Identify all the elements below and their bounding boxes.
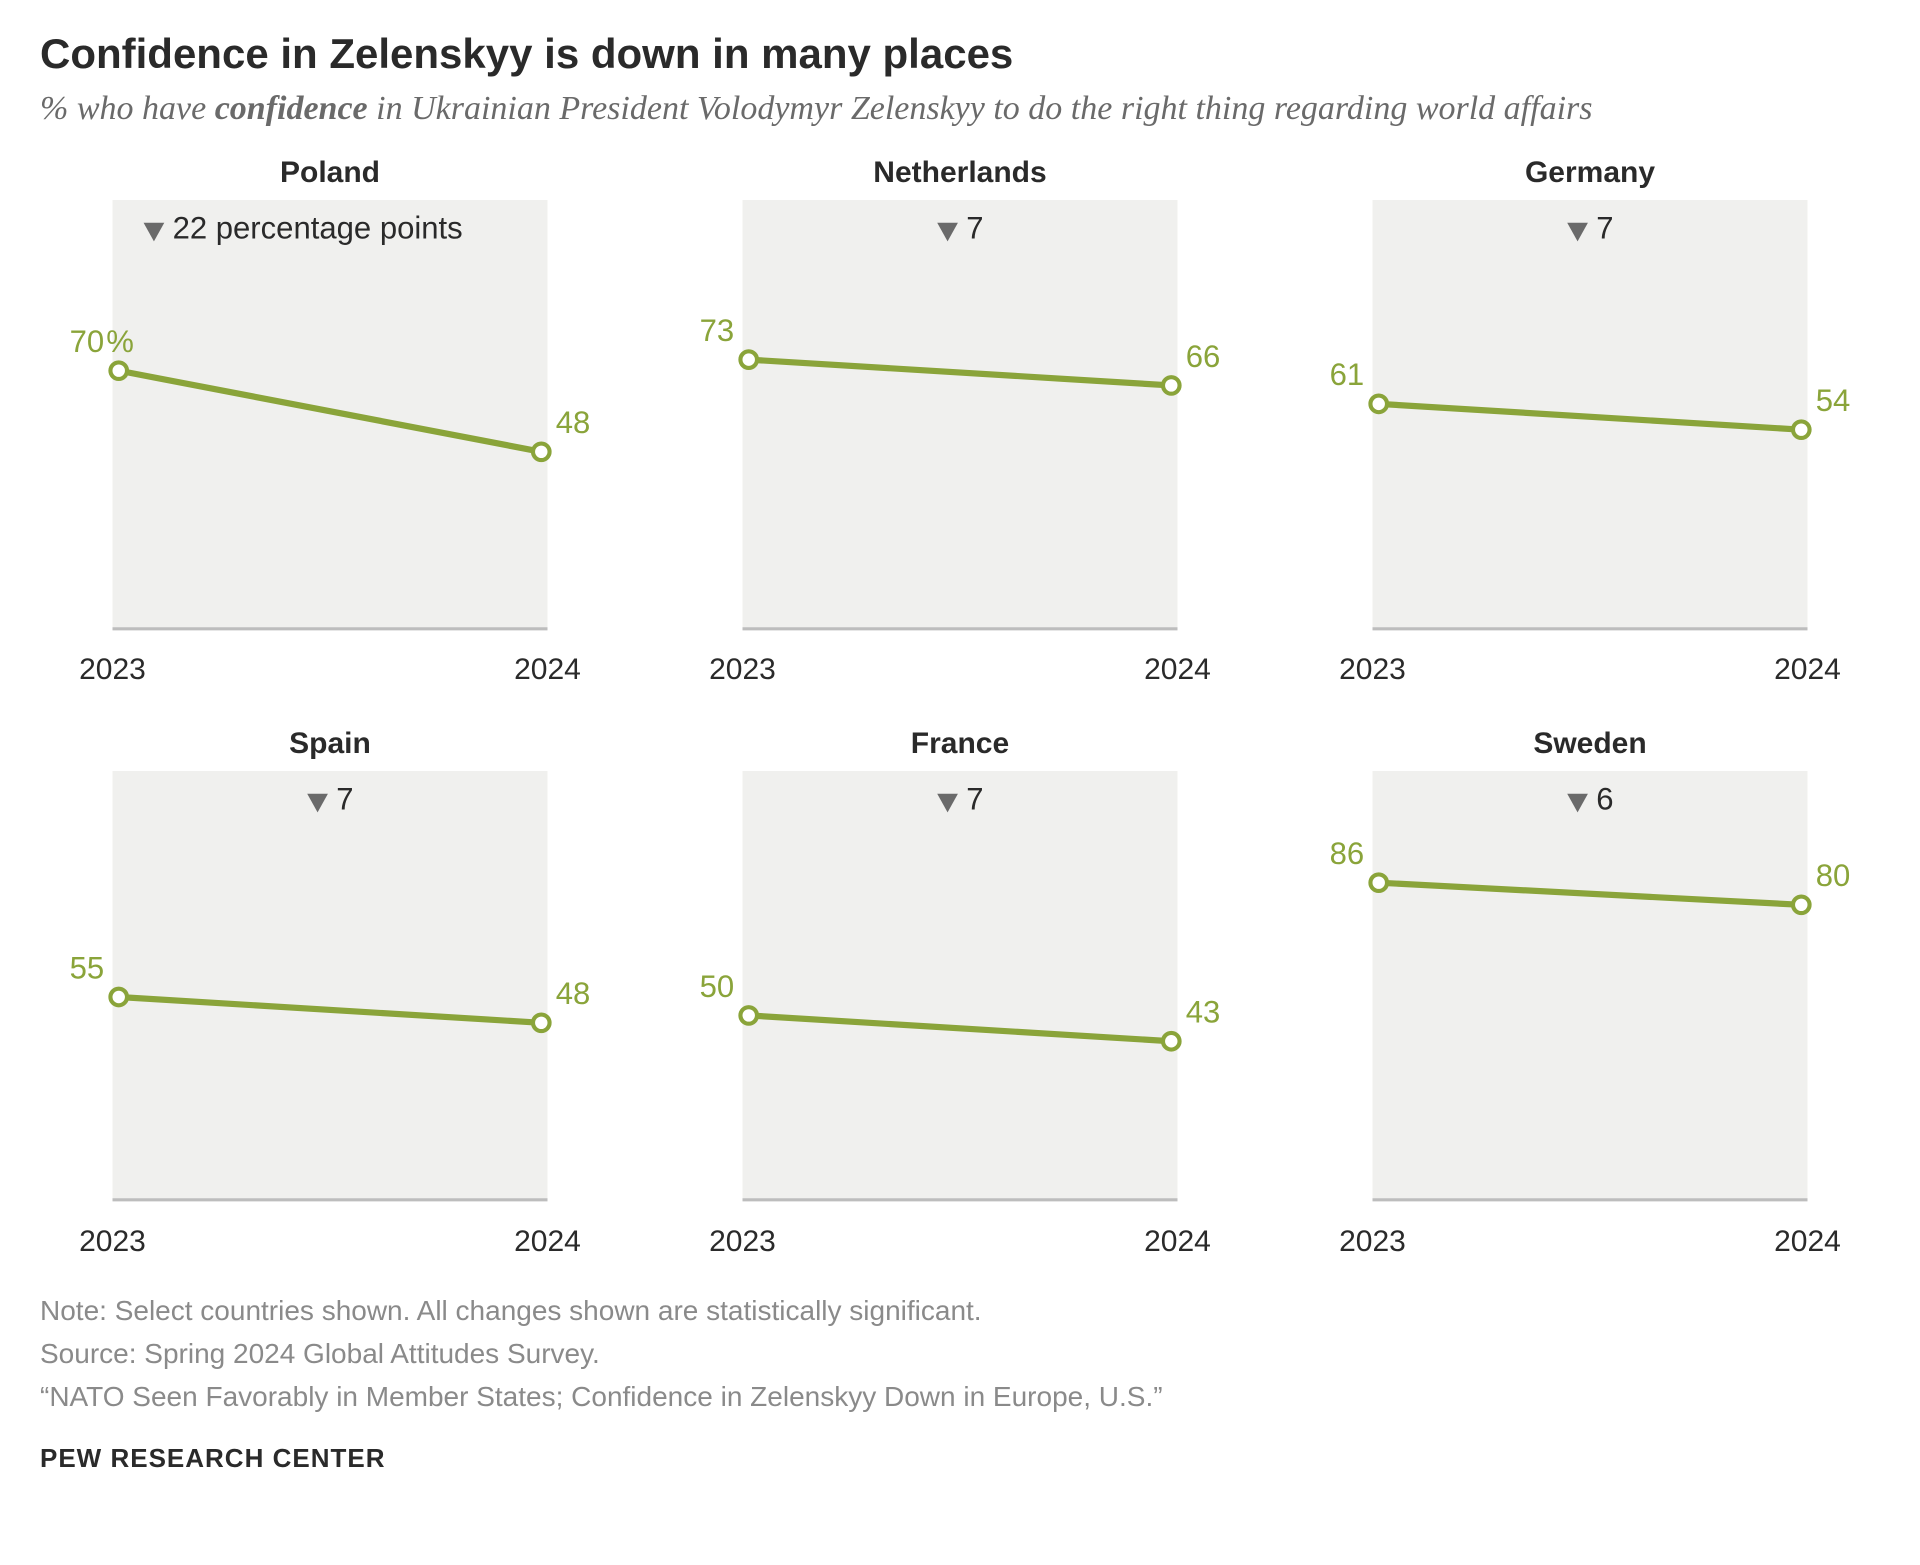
panel-title: Spain: [40, 727, 620, 761]
delta-label: 6: [1596, 782, 1613, 817]
x-axis-labels: 2023 2024: [1300, 653, 1880, 687]
note-line: “NATO Seen Favorably in Member States; C…: [40, 1375, 1880, 1418]
x-tick-label: 2024: [514, 1225, 581, 1259]
plot-area: 7 55 48: [40, 771, 620, 1216]
line-chart: 22 percentage points 70% 48: [40, 200, 620, 645]
line-chart: 7 50 43: [670, 771, 1250, 1216]
value-label-2024: 80: [1816, 859, 1851, 894]
chart-subtitle: % who have confidence in Ukrainian Presi…: [40, 90, 1880, 128]
marker-2024: [1163, 1033, 1180, 1050]
subtitle-bold: confidence: [215, 90, 368, 127]
x-tick-label: 2023: [1339, 653, 1406, 687]
x-tick-label: 2023: [709, 653, 776, 687]
line-chart: 7 55 48: [40, 771, 620, 1216]
x-tick-label: 2024: [1144, 1225, 1211, 1259]
chart-panel: Sweden 6 86 80 2023 2024: [1300, 727, 1880, 1258]
line-chart: 7 73 66: [670, 200, 1250, 645]
plot-background: [743, 771, 1178, 1200]
panel-title: Netherlands: [670, 156, 1250, 190]
panel-title: Germany: [1300, 156, 1880, 190]
x-axis-labels: 2023 2024: [40, 1225, 620, 1259]
value-label-2024: 66: [1186, 339, 1221, 374]
subtitle-post: in Ukrainian President Volodymyr Zelensk…: [368, 90, 1593, 127]
x-axis-labels: 2023 2024: [670, 1225, 1250, 1259]
marker-2024: [1793, 897, 1810, 914]
marker-2023: [740, 351, 757, 368]
plot-background: [743, 200, 1178, 629]
delta-label: 22 percentage points: [173, 210, 463, 245]
plot-area: 7 61 54: [1300, 200, 1880, 645]
value-label-2023: 50: [700, 969, 735, 1004]
marker-2023: [1370, 875, 1387, 892]
x-tick-label: 2024: [1144, 653, 1211, 687]
value-label-2023: 86: [1330, 836, 1365, 871]
attribution: PEW RESEARCH CENTER: [40, 1443, 1880, 1474]
footnotes: Note: Select countries shown. All change…: [40, 1289, 1880, 1419]
chart-panel: Spain 7 55 48 2023 2024: [40, 727, 620, 1258]
line-chart: 7 61 54: [1300, 200, 1880, 645]
value-label-2023: 73: [700, 313, 735, 348]
value-label-2024: 43: [1186, 995, 1221, 1030]
panel-title: Poland: [40, 156, 620, 190]
delta-label: 7: [966, 782, 983, 817]
value-label-2024: 48: [556, 405, 591, 440]
chart-panel: Netherlands 7 73 66 2023 2024: [670, 156, 1250, 687]
delta-label: 7: [1596, 210, 1613, 245]
value-label-2024: 48: [556, 976, 591, 1011]
marker-2024: [533, 1015, 550, 1032]
panel-title: Sweden: [1300, 727, 1880, 761]
marker-2023: [110, 989, 127, 1006]
subtitle-pre: % who have: [40, 90, 215, 127]
plot-area: 22 percentage points 70% 48: [40, 200, 620, 645]
value-label-2023: 70: [70, 324, 105, 359]
chart-panel: Germany 7 61 54 2023 2024: [1300, 156, 1880, 687]
marker-2023: [1370, 396, 1387, 413]
chart-panel: France 7 50 43 2023 2024: [670, 727, 1250, 1258]
chart-panel: Poland 22 percentage points 70% 48 2023 2024: [40, 156, 620, 687]
chart-title: Confidence in Zelenskyy is down in many …: [40, 30, 1880, 78]
x-axis-labels: 2023 2024: [40, 653, 620, 687]
note-line: Note: Select countries shown. All change…: [40, 1289, 1880, 1332]
x-tick-label: 2023: [79, 1225, 146, 1259]
plot-area: 7 50 43: [670, 771, 1250, 1216]
delta-label: 7: [336, 782, 353, 817]
plot-background: [1373, 771, 1808, 1200]
marker-2024: [1793, 421, 1810, 438]
x-tick-label: 2023: [1339, 1225, 1406, 1259]
marker-2023: [740, 1007, 757, 1024]
marker-2024: [533, 444, 550, 461]
line-chart: 6 86 80: [1300, 771, 1880, 1216]
marker-2023: [110, 362, 127, 379]
percent-sign: %: [106, 324, 134, 359]
x-tick-label: 2023: [709, 1225, 776, 1259]
x-axis-labels: 2023 2024: [670, 653, 1250, 687]
value-label-2024: 54: [1816, 383, 1851, 418]
delta-label: 7: [966, 210, 983, 245]
x-tick-label: 2024: [1774, 1225, 1841, 1259]
x-tick-label: 2023: [79, 653, 146, 687]
x-tick-label: 2024: [514, 653, 581, 687]
note-line: Source: Spring 2024 Global Attitudes Sur…: [40, 1332, 1880, 1375]
plot-background: [113, 771, 548, 1200]
marker-2024: [1163, 377, 1180, 394]
plot-area: 7 73 66: [670, 200, 1250, 645]
value-label-2023: 61: [1330, 357, 1365, 392]
x-tick-label: 2024: [1774, 653, 1841, 687]
value-label-2023: 55: [70, 951, 105, 986]
panels-grid: Poland22 percentage points70%4820232024N…: [40, 156, 1880, 1259]
panel-title: France: [670, 727, 1250, 761]
x-axis-labels: 2023 2024: [1300, 1225, 1880, 1259]
plot-area: 6 86 80: [1300, 771, 1880, 1216]
